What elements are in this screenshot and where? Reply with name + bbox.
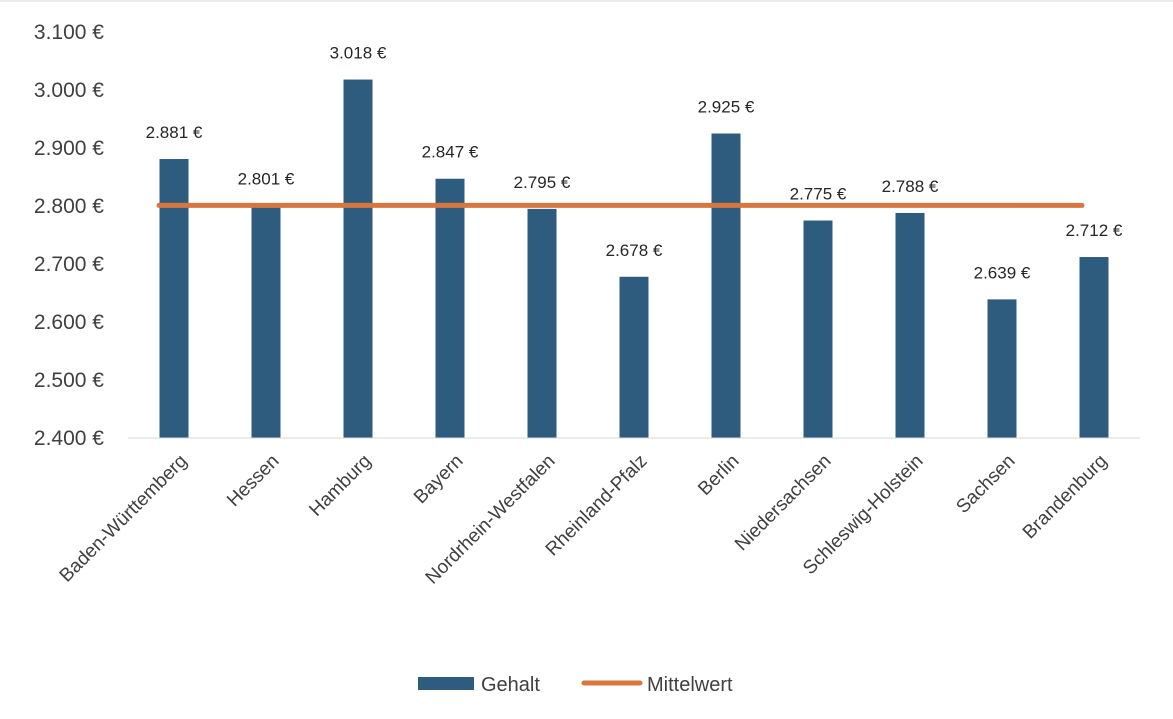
legend-label-mittelwert: Mittelwert <box>647 674 733 696</box>
data-label: 2.712 € <box>1066 221 1123 240</box>
data-label: 2.801 € <box>238 169 295 188</box>
legend: Gehalt Mittelwert <box>418 674 733 696</box>
data-labels: 2.881 € 2.801 € 3.018 € 2.847 € 2.795 € 2.678… <box>146 44 1123 283</box>
data-label: 2.795 € <box>514 173 571 192</box>
y-tick-label: 2.400 € <box>34 427 104 450</box>
bar-5 <box>527 208 557 438</box>
data-label: 2.639 € <box>974 263 1031 282</box>
bar-9 <box>895 212 925 438</box>
y-tick-label: 2.500 € <box>34 369 104 392</box>
y-tick-label: 3.100 € <box>34 21 104 44</box>
bar-1 <box>159 159 189 438</box>
data-label: 2.775 € <box>790 185 847 204</box>
y-tick-label: 2.600 € <box>34 311 104 334</box>
data-label: 2.881 € <box>146 123 203 142</box>
bar-11 <box>1079 257 1109 438</box>
y-axis: 2.400 € 2.500 € 2.600 € 2.700 € 2.800 € 2.900… <box>34 21 104 450</box>
data-label: 2.847 € <box>422 143 479 162</box>
y-tick-label: 3.000 € <box>34 79 104 102</box>
bar-6 <box>619 276 649 438</box>
legend-swatch-gehalt <box>418 677 474 690</box>
data-label: 2.788 € <box>882 177 939 196</box>
bar-7 <box>711 133 741 438</box>
bar-2 <box>251 205 281 438</box>
y-tick-label: 2.900 € <box>34 137 104 160</box>
legend-label-gehalt: Gehalt <box>481 674 540 696</box>
bar-3 <box>343 79 373 438</box>
bar-4 <box>435 178 465 439</box>
y-tick-label: 2.800 € <box>34 195 104 218</box>
data-label: 3.018 € <box>330 44 387 63</box>
bar-10 <box>987 299 1017 438</box>
bar-8 <box>803 220 833 438</box>
data-label: 2.678 € <box>606 241 663 260</box>
data-label: 2.925 € <box>698 98 755 117</box>
y-tick-label: 2.700 € <box>34 253 104 276</box>
